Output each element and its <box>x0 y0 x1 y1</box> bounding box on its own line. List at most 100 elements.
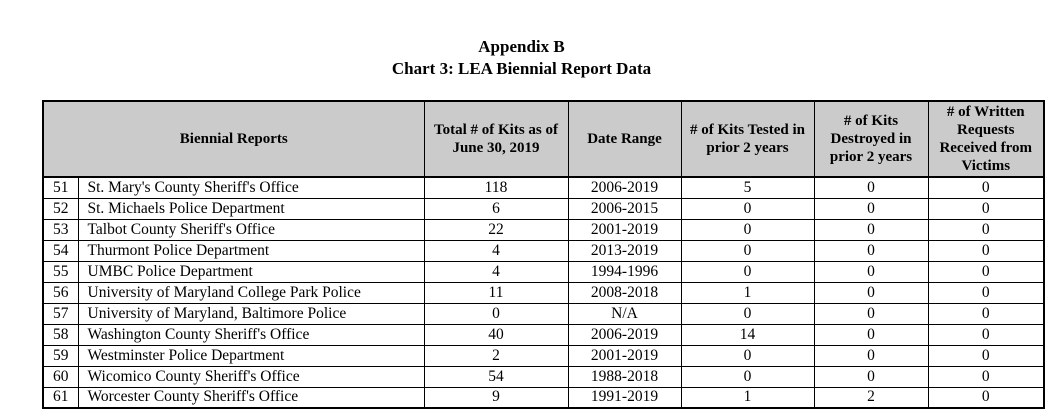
written-requests-cell: 0 <box>927 365 1045 388</box>
col-header-kits-tested: # of Kits Tested in prior 2 years <box>680 100 815 178</box>
col-header-kits-destroyed: # of Kits Destroyed in prior 2 years <box>813 100 929 178</box>
row-number-cell: 52 <box>42 197 79 220</box>
total-kits-cell: 11 <box>423 281 569 304</box>
kits-destroyed-cell: 0 <box>813 239 929 262</box>
col-header-total-kits: Total # of Kits as of June 30, 2019 <box>423 100 569 178</box>
title-line-1: Appendix B <box>478 37 565 56</box>
total-kits-cell: 40 <box>423 323 569 346</box>
row-number-cell: 57 <box>42 302 79 325</box>
kits-tested-cell: 14 <box>680 323 815 346</box>
written-requests-cell: 0 <box>927 344 1045 367</box>
kits-tested-cell: 0 <box>680 239 815 262</box>
date-range-cell: 2001-2019 <box>567 344 682 367</box>
date-range-cell: 2006-2019 <box>567 323 682 346</box>
written-requests-cell: 0 <box>927 239 1045 262</box>
kits-destroyed-cell: 0 <box>813 302 929 325</box>
kits-tested-cell: 0 <box>680 344 815 367</box>
kits-tested-cell: 0 <box>680 302 815 325</box>
written-requests-cell: 0 <box>927 323 1045 346</box>
row-number-cell: 59 <box>42 344 79 367</box>
row-number-cell: 55 <box>42 260 79 283</box>
agency-name-cell: St. Michaels Police Department <box>77 197 425 220</box>
kits-tested-cell: 0 <box>680 260 815 283</box>
date-range-cell: 1994-1996 <box>567 260 682 283</box>
date-range-cell: N/A <box>567 302 682 325</box>
total-kits-cell: 54 <box>423 365 569 388</box>
table-row: 61 Worcester County Sheriff's Office 9 1… <box>42 386 1045 409</box>
total-kits-cell: 4 <box>423 239 569 262</box>
row-number-cell: 53 <box>42 218 79 241</box>
kits-tested-cell: 1 <box>680 281 815 304</box>
date-range-cell: 1991-2019 <box>567 386 682 409</box>
total-kits-cell: 2 <box>423 344 569 367</box>
date-range-cell: 1988-2018 <box>567 365 682 388</box>
kits-destroyed-cell: 0 <box>813 344 929 367</box>
kits-tested-cell: 0 <box>680 365 815 388</box>
col-header-written-requests: # of Written Requests Received from Vict… <box>927 100 1045 178</box>
agency-name-cell: UMBC Police Department <box>77 260 425 283</box>
written-requests-cell: 0 <box>927 281 1045 304</box>
agency-name-cell: Westminster Police Department <box>77 344 425 367</box>
date-range-cell: 2006-2015 <box>567 197 682 220</box>
kits-destroyed-cell: 0 <box>813 281 929 304</box>
row-number-cell: 56 <box>42 281 79 304</box>
kits-destroyed-cell: 0 <box>813 218 929 241</box>
agency-name-cell: Worcester County Sheriff's Office <box>77 386 425 409</box>
kits-tested-cell: 1 <box>680 386 815 409</box>
row-number-cell: 54 <box>42 239 79 262</box>
page-title: Appendix B Chart 3: LEA Biennial Report … <box>0 36 1043 80</box>
kits-tested-cell: 0 <box>680 197 815 220</box>
written-requests-cell: 0 <box>927 386 1045 409</box>
col-header-date-range: Date Range <box>567 100 682 178</box>
total-kits-cell: 118 <box>423 176 569 199</box>
agency-name-cell: University of Maryland, Baltimore Police <box>77 302 425 325</box>
total-kits-cell: 9 <box>423 386 569 409</box>
agency-name-cell: Talbot County Sheriff's Office <box>77 218 425 241</box>
agency-name-cell: Wicomico County Sheriff's Office <box>77 365 425 388</box>
table-row: 51 St. Mary's County Sheriff's Office 11… <box>42 176 1045 199</box>
title-line-2: Chart 3: LEA Biennial Report Data <box>391 59 652 78</box>
agency-name-cell: Washington County Sheriff's Office <box>77 323 425 346</box>
row-number-cell: 60 <box>42 365 79 388</box>
table-row: 56 University of Maryland College Park P… <box>42 281 1045 304</box>
agency-name-cell: University of Maryland College Park Poli… <box>77 281 425 304</box>
kits-destroyed-cell: 0 <box>813 323 929 346</box>
total-kits-cell: 0 <box>423 302 569 325</box>
kits-tested-cell: 5 <box>680 176 815 199</box>
date-range-cell: 2013-2019 <box>567 239 682 262</box>
kits-destroyed-cell: 0 <box>813 197 929 220</box>
row-number-cell: 51 <box>42 176 79 199</box>
col-header-biennial-reports: Biennial Reports <box>42 100 425 178</box>
row-number-cell: 58 <box>42 323 79 346</box>
total-kits-cell: 4 <box>423 260 569 283</box>
date-range-cell: 2001-2019 <box>567 218 682 241</box>
table-row: 57 University of Maryland, Baltimore Pol… <box>42 302 1045 325</box>
total-kits-cell: 6 <box>423 197 569 220</box>
agency-name-cell: Thurmont Police Department <box>77 239 425 262</box>
table-body: 51 St. Mary's County Sheriff's Office 11… <box>42 176 1045 409</box>
kits-destroyed-cell: 0 <box>813 260 929 283</box>
table-row: 58 Washington County Sheriff's Office 40… <box>42 323 1045 346</box>
kits-tested-cell: 0 <box>680 218 815 241</box>
kits-destroyed-cell: 0 <box>813 176 929 199</box>
written-requests-cell: 0 <box>927 176 1045 199</box>
table-row: 55 UMBC Police Department 4 1994-1996 0 … <box>42 260 1045 283</box>
table-row: 53 Talbot County Sheriff's Office 22 200… <box>42 218 1045 241</box>
biennial-report-table: Biennial Reports Total # of Kits as of J… <box>42 100 1045 409</box>
written-requests-cell: 0 <box>927 260 1045 283</box>
table-row: 60 Wicomico County Sheriff's Office 54 1… <box>42 365 1045 388</box>
table-row: 52 St. Michaels Police Department 6 2006… <box>42 197 1045 220</box>
total-kits-cell: 22 <box>423 218 569 241</box>
date-range-cell: 2008-2018 <box>567 281 682 304</box>
table-header-row: Biennial Reports Total # of Kits as of J… <box>42 100 1045 178</box>
agency-name-cell: St. Mary's County Sheriff's Office <box>77 176 425 199</box>
kits-destroyed-cell: 2 <box>813 386 929 409</box>
date-range-cell: 2006-2019 <box>567 176 682 199</box>
table-row: 54 Thurmont Police Department 4 2013-201… <box>42 239 1045 262</box>
row-number-cell: 61 <box>42 386 79 409</box>
kits-destroyed-cell: 0 <box>813 365 929 388</box>
written-requests-cell: 0 <box>927 197 1045 220</box>
written-requests-cell: 0 <box>927 302 1045 325</box>
table-row: 59 Westminster Police Department 2 2001-… <box>42 344 1045 367</box>
written-requests-cell: 0 <box>927 218 1045 241</box>
